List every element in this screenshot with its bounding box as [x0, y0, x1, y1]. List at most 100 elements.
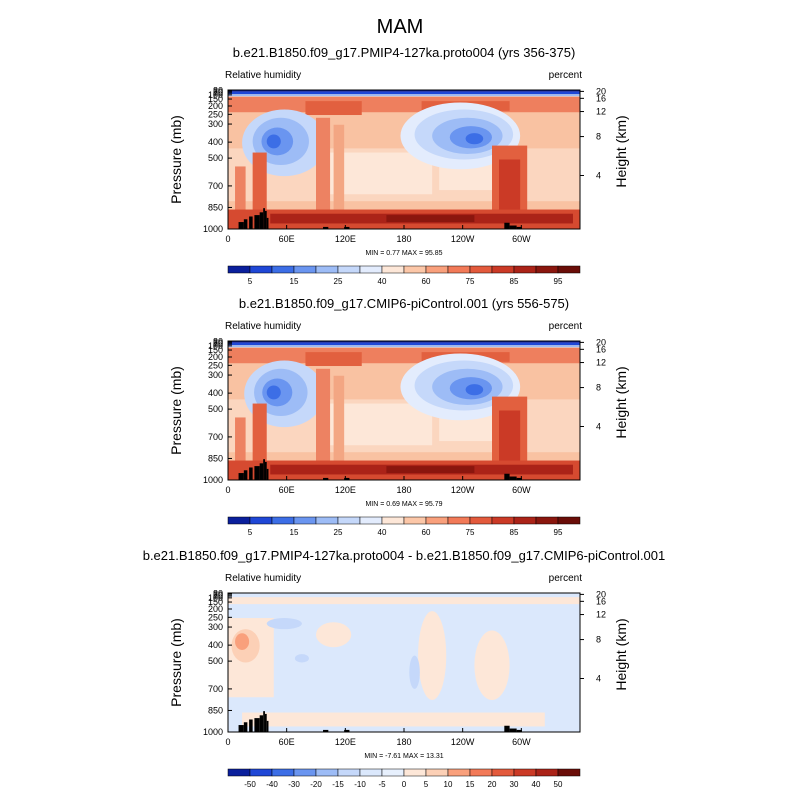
colorbar-label: 95 [554, 277, 563, 286]
y-tick-label: 70 [213, 88, 223, 98]
y-tick-label: 100 [208, 341, 223, 351]
units-label: percent [549, 573, 583, 584]
colorbar-label: 25 [334, 528, 343, 537]
x-tick-label: 60W [512, 485, 531, 495]
colorbar-label: 40 [378, 277, 387, 286]
colorbar-segment [447, 265, 471, 274]
topography-block [243, 219, 248, 229]
colorbar-segment [403, 265, 427, 274]
colorbar-label: -40 [266, 780, 278, 789]
y2-tick-label: 16 [596, 596, 606, 606]
colorbar-label: -20 [310, 780, 322, 789]
moist-column [235, 166, 246, 223]
x-tick-label: 60E [279, 234, 295, 244]
x-tick-label: 0 [225, 485, 230, 495]
moist-column [333, 375, 345, 474]
min-max-stats: MIN = 0.69 MAX = 95.79 [365, 501, 442, 508]
y-tick-label: 150 [208, 597, 223, 607]
y-tick-label: 700 [208, 181, 223, 191]
positive-anomaly [242, 712, 545, 727]
topography-block [323, 477, 329, 480]
y-tick-label: 100 [208, 90, 223, 100]
colorbar-segment [315, 516, 339, 525]
y-tick-label: 300 [208, 370, 223, 380]
humidity-field [228, 341, 580, 480]
y-axis-title: Pressure (mb) [168, 115, 184, 204]
colorbar-label: 85 [510, 528, 519, 537]
y2-tick-label: 20 [596, 589, 606, 599]
field-name-label: Relative humidity [225, 70, 301, 81]
y2-tick-label: 16 [596, 93, 606, 103]
negative-anomaly [266, 618, 302, 630]
colorbar-segment [271, 768, 295, 777]
colorbar-label: 5 [424, 780, 429, 789]
topography-block [509, 728, 517, 732]
colorbar-segment [293, 516, 317, 525]
moist-column [316, 368, 331, 474]
colorbar-segment [469, 516, 493, 525]
y-tick-label: 700 [208, 432, 223, 442]
moist-column [499, 410, 521, 474]
y-tick-label: 1000 [203, 224, 223, 234]
x-tick-label: 120W [451, 485, 475, 495]
positive-anomaly [235, 633, 250, 650]
colorbar-segment [271, 516, 295, 525]
negative-anomaly [294, 654, 309, 663]
colorbar-segment [425, 516, 449, 525]
y-axis-title: Pressure (mb) [168, 618, 184, 707]
y-tick-label: 100 [208, 593, 223, 603]
colorbar-label: 95 [554, 528, 563, 537]
colorbar-label: 5 [248, 277, 253, 286]
colorbar-segment [513, 265, 537, 274]
y2-tick-label: 12 [596, 610, 606, 620]
topography-block [249, 467, 253, 480]
units-label: percent [549, 70, 583, 81]
panel-1: b.e21.B1850.f09_g17.PMIP4-127ka.proto004… [168, 45, 629, 286]
colorbar-segment [293, 768, 317, 777]
moist-column [252, 403, 267, 474]
x-tick-label: 60E [279, 485, 295, 495]
figure-title: MAM [377, 16, 424, 38]
colorbar-segment [557, 265, 581, 274]
colorbar-segment [425, 265, 449, 274]
x-tick-label: 60W [512, 234, 531, 244]
y-axis-title: Pressure (mb) [168, 366, 184, 455]
y-tick-label: 30 [213, 589, 223, 599]
y2-axis-title: Height (km) [613, 366, 629, 438]
y-tick-label: 70 [213, 339, 223, 349]
field-base [228, 593, 580, 732]
y-tick-label: 30 [213, 337, 223, 347]
positive-anomaly [418, 611, 447, 701]
field-name-label: Relative humidity [225, 321, 301, 332]
colorbar-segment [249, 768, 273, 777]
colorbar-segment [271, 265, 295, 274]
y-tick-label: 500 [208, 153, 223, 163]
strat-dry [228, 341, 580, 343]
colorbar: -50 -40 -30 -20 -15 -10 -5 0 5 10 15 20 30 40 50 [227, 768, 581, 789]
topography-block [266, 720, 269, 732]
strat-dry [228, 90, 580, 92]
y-tick-label: 200 [208, 352, 223, 362]
panel-2: b.e21.B1850.f09_g17.CMIP6-piControl.001 … [168, 296, 629, 537]
colorbar-segment [425, 768, 449, 777]
field-layer [228, 593, 580, 732]
colorbar-segment [535, 265, 559, 274]
topography-block [264, 210, 267, 229]
field-layer [228, 341, 580, 480]
topography-block [516, 226, 522, 229]
panel-title: b.e21.B1850.f09_g17.PMIP4-127ka.proto004… [233, 45, 576, 60]
colorbar-segment [227, 265, 251, 274]
moist-column [252, 152, 267, 223]
topography-mask [238, 459, 522, 480]
colorbar-segment [337, 768, 361, 777]
dry-lobe [465, 133, 484, 145]
y2-axis-title: Height (km) [613, 618, 629, 690]
upper-moist-core [305, 101, 362, 116]
y2-tick-label: 16 [596, 344, 606, 354]
y-tick-label: 250 [208, 612, 223, 622]
colorbar-segment [557, 768, 581, 777]
panel-title: b.e21.B1850.f09_g17.PMIP4-127ka.proto004… [143, 548, 666, 563]
topography-block [266, 468, 269, 480]
colorbar-segment [513, 768, 537, 777]
panel-title: b.e21.B1850.f09_g17.CMIP6-piControl.001 … [239, 296, 569, 311]
